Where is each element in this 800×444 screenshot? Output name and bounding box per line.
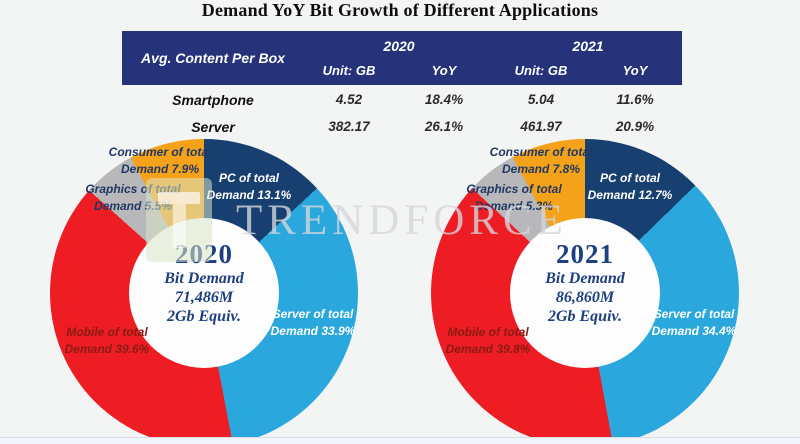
row-value: 382.17 bbox=[328, 119, 370, 134]
donut-center-line: Bit Demand bbox=[164, 270, 244, 287]
table-subheader-unit-gb-2021: Unit: GB bbox=[514, 63, 568, 78]
slice-label-line: Demand 7.8% bbox=[501, 162, 581, 176]
donut-center-text: 2021 Bit Demand 86,860M 2Gb Equiv. bbox=[510, 239, 660, 326]
slice-label-line: Mobile of total bbox=[66, 325, 148, 339]
logo-f-stem bbox=[173, 204, 186, 248]
slice-label-line: Demand 34.4% bbox=[651, 324, 737, 338]
slice-label-line: Server of total bbox=[653, 307, 735, 321]
donut-center-line: 71,486M bbox=[174, 289, 234, 306]
slice-label-consumer: Consumer of total Demand 7.9% bbox=[85, 144, 235, 178]
donut-center-line: 2Gb Equiv. bbox=[166, 308, 242, 325]
donut-center-line: 86,860M bbox=[555, 289, 615, 306]
row-value: 11.6% bbox=[616, 92, 654, 107]
table-subheader-yoy-2020: YoY bbox=[431, 63, 457, 78]
slice-label-line: Demand 12.7% bbox=[587, 188, 673, 202]
slice-label-graphics: Graphics of total Demand 5.3% bbox=[439, 181, 589, 215]
donut-center-line: Bit Demand bbox=[545, 270, 625, 287]
slice-label-line: Demand 7.9% bbox=[120, 162, 200, 176]
slice-label-line: Demand 33.9% bbox=[270, 324, 356, 338]
slice-label-line: PC of total bbox=[600, 171, 660, 185]
slice-label-line: Server of total bbox=[272, 307, 354, 321]
table-subheader-yoy-2021: YoY bbox=[622, 63, 648, 78]
bottom-strip bbox=[0, 437, 800, 444]
slice-label-line: Demand 39.6% bbox=[64, 342, 150, 356]
table-corner-label: Avg. Content Per Box bbox=[141, 50, 285, 66]
row-value: 4.52 bbox=[335, 92, 363, 107]
table-subheader-unit-gb-2020: Unit: GB bbox=[322, 63, 376, 78]
slice-label-line: Graphics of total bbox=[466, 182, 562, 196]
table-year-group-2021: 2021 bbox=[572, 37, 604, 54]
slice-label-line: Demand 39.8% bbox=[445, 342, 531, 356]
slice-label-server: Server of total Demand 34.4% bbox=[619, 306, 769, 340]
table-year-group-2020: 2020 bbox=[383, 37, 415, 54]
row-label: Smartphone bbox=[172, 91, 254, 108]
slice-label-line: Consumer of total bbox=[489, 145, 593, 159]
donut-chart-2021: 2021 Bit Demand 86,860M 2Gb Equiv. PC of tot… bbox=[431, 139, 739, 444]
row-value: 26.1% bbox=[424, 119, 464, 134]
logo-t-bar bbox=[158, 192, 200, 204]
slice-label-line: Demand 5.3% bbox=[474, 199, 554, 213]
row-value: 18.4% bbox=[424, 92, 464, 107]
row-value: 461.97 bbox=[520, 119, 562, 134]
trendforce-logo-watermark bbox=[146, 178, 212, 262]
slice-label-pc: PC of total Demand 13.1% bbox=[174, 170, 324, 204]
slice-label-server: Server of total Demand 33.9% bbox=[238, 306, 388, 340]
page-title: Demand YoY Bit Growth of Different Appli… bbox=[201, 0, 599, 20]
slice-label-line: Mobile of total bbox=[447, 325, 529, 339]
slice-label-mobile: Mobile of total Demand 39.6% bbox=[32, 324, 182, 358]
row-value: 20.9% bbox=[615, 119, 655, 134]
row-value: 5.04 bbox=[527, 92, 555, 107]
slice-label-consumer: Consumer of total Demand 7.8% bbox=[466, 144, 616, 178]
donut-hole bbox=[510, 218, 660, 368]
row-label: Server bbox=[191, 118, 235, 135]
slice-label-line: Demand 13.1% bbox=[206, 188, 292, 202]
slice-label-pc: PC of total Demand 12.7% bbox=[555, 170, 705, 204]
donut-year-label: 2021 bbox=[556, 239, 614, 269]
trendforce-watermark: TRENDFORCE bbox=[236, 197, 568, 244]
donut-center-line: 2Gb Equiv. bbox=[547, 308, 623, 325]
slice-label-line: Consumer of total bbox=[108, 145, 212, 159]
slice-label-line: PC of total bbox=[219, 171, 279, 185]
table-header: Avg. Content Per Box 2020 2021 Unit: GB … bbox=[122, 31, 682, 85]
slice-label-mobile: Mobile of total Demand 39.8% bbox=[413, 324, 563, 358]
